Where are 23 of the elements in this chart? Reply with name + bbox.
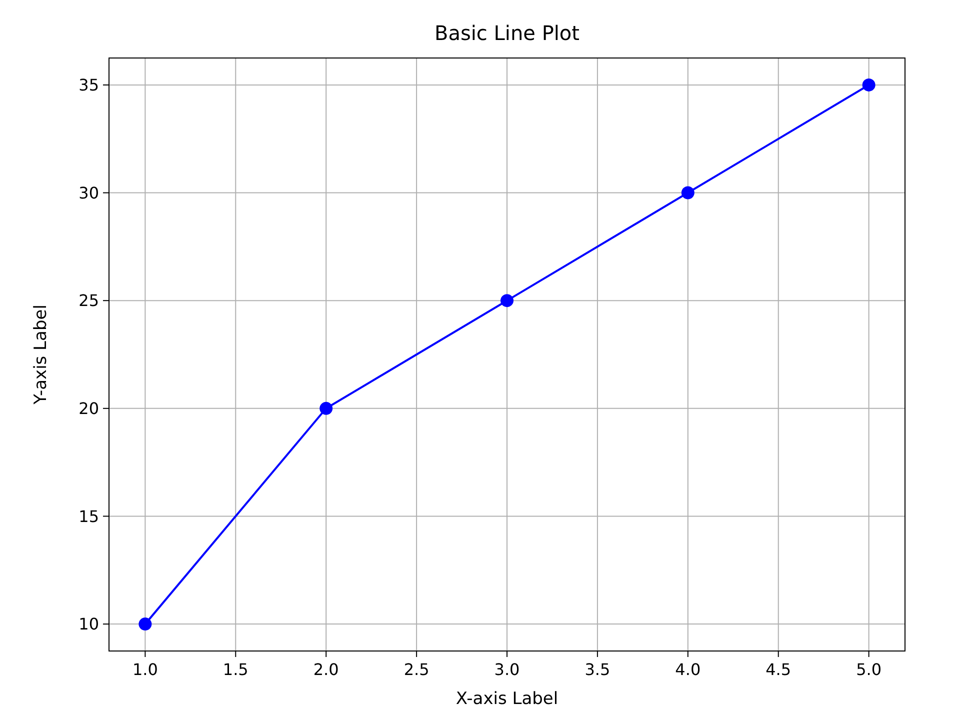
x-tick-label: 5.0 <box>856 660 882 679</box>
y-tick-label: 20 <box>78 399 99 418</box>
y-tick-label: 30 <box>78 183 99 202</box>
x-axis-title: X-axis Label <box>456 689 558 709</box>
x-tick-label: 2.0 <box>313 660 339 679</box>
x-tick-label: 4.0 <box>675 660 701 679</box>
y-tick-label: 10 <box>78 614 99 634</box>
point <box>500 294 514 308</box>
point <box>138 618 152 631</box>
x-tick-label: 4.5 <box>766 660 792 679</box>
point <box>862 78 876 92</box>
point <box>320 402 333 415</box>
x-tick-label: 3.5 <box>584 660 610 679</box>
y-tick-label: 35 <box>78 76 99 95</box>
x-tick-label: 1.0 <box>132 660 158 679</box>
chart-title: Basic Line Plot <box>434 21 580 45</box>
x-tick-label: 2.5 <box>404 660 430 679</box>
point <box>681 186 694 200</box>
y-tick-label: 15 <box>78 506 99 526</box>
y-tick-label: 25 <box>78 291 99 310</box>
y-axis-title: Y-axis Label <box>31 304 51 406</box>
x-tick-label: 1.5 <box>222 660 248 679</box>
x-tick-label: 3.0 <box>494 660 520 679</box>
